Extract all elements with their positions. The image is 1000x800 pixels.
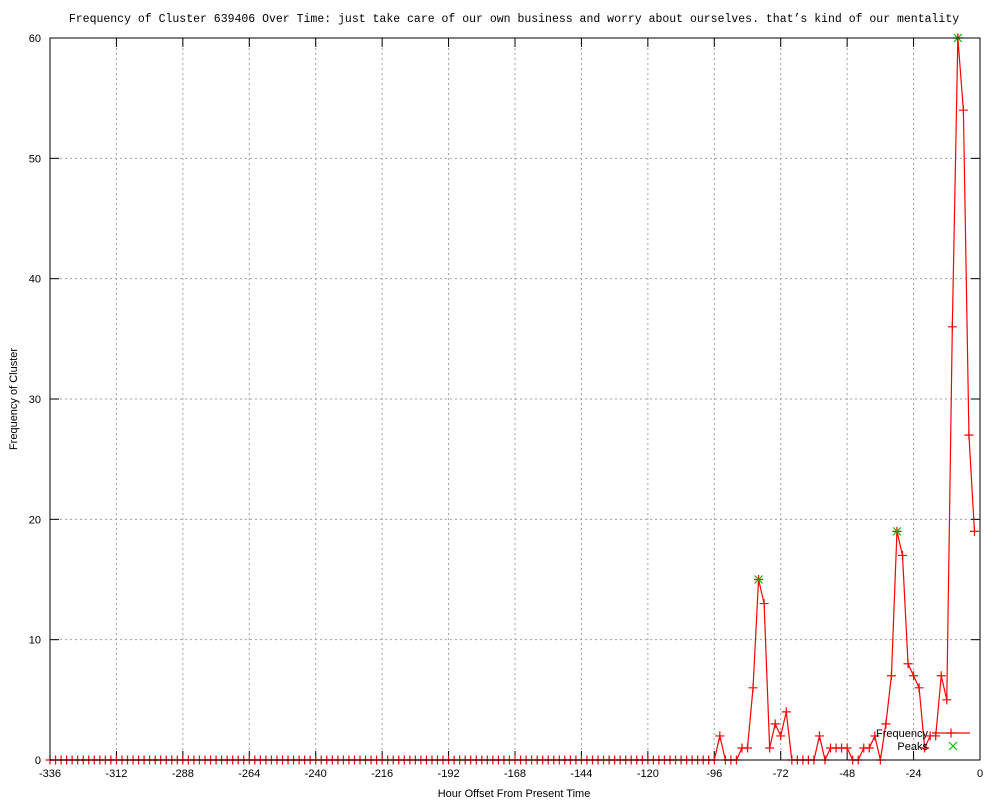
data-point-plus (920, 743, 930, 753)
x-tick-label: -264 (238, 768, 260, 780)
y-tick-label: 0 (35, 755, 41, 767)
legend-label-frequency: Frequency (876, 728, 928, 740)
data-point-cross (892, 526, 902, 536)
legend: Frequency Peaks (876, 728, 970, 753)
data-point-plus (947, 322, 957, 332)
data-point-plus (942, 695, 952, 705)
plot-frame (49, 37, 981, 761)
x-tick-label: 0 (977, 768, 983, 780)
data-point-plus (776, 731, 786, 741)
y-axis-label: Frequency of Cluster (8, 348, 20, 450)
y-tick-label: 60 (29, 33, 41, 45)
x-tick-label: -336 (39, 768, 61, 780)
data-point-plus (864, 743, 874, 753)
data-point-plus (946, 728, 956, 738)
grid (50, 38, 980, 760)
x-tick-label: -216 (371, 768, 393, 780)
data-point-plus (743, 743, 752, 753)
x-tick-label: -96 (706, 768, 722, 780)
data-point-plus (759, 599, 769, 609)
x-tick-label: -120 (637, 768, 659, 780)
y-tick-label: 20 (29, 514, 41, 526)
x-tick-label: -144 (570, 768, 592, 780)
legend-label-peaks: Peaks (897, 741, 928, 753)
data-point-plus (765, 743, 775, 753)
x-tick-label: -312 (105, 768, 127, 780)
data-point-plus (909, 671, 919, 681)
data-point-plus (958, 105, 968, 115)
data-point-plus (914, 683, 924, 693)
data-point-plus (814, 731, 824, 741)
y-tick-label: 40 (29, 274, 41, 286)
x-tick-label: -288 (172, 768, 194, 780)
data-point-plus (770, 719, 780, 729)
data-point-plus (964, 430, 974, 440)
y-tick-label: 10 (29, 635, 41, 647)
x-tick-label: -192 (438, 768, 460, 780)
data-point-plus (881, 719, 891, 729)
x-tick-label: -72 (773, 768, 789, 780)
x-tick-label: -48 (839, 768, 855, 780)
data-point-plus (903, 659, 913, 669)
ticks: -336 -312 -288 -264 -240 -216 -192 -168 -144 -120… (29, 33, 983, 780)
data-point-plus (715, 731, 725, 741)
data-point-plus (886, 671, 896, 681)
y-tick-label: 30 (29, 394, 41, 406)
data-point-cross (948, 741, 958, 751)
data-point-plus (936, 671, 946, 681)
x-tick-label: -168 (504, 768, 526, 780)
data-point-plus (870, 731, 880, 741)
y-tick-label: 50 (29, 153, 41, 165)
data-point-plus (969, 526, 979, 536)
x-axis-label: Hour Offset From Present Time (438, 788, 591, 800)
data-point-plus (842, 743, 852, 753)
x-tick-label: -24 (906, 768, 922, 780)
data-point-cross (754, 575, 763, 584)
chart-title: Frequency of Cluster 639406 Over Time: j… (69, 13, 959, 26)
data-point-plus (781, 707, 791, 717)
x-tick-label: -240 (305, 768, 327, 780)
data-point-plus (898, 550, 907, 560)
data-point-plus (748, 683, 758, 693)
